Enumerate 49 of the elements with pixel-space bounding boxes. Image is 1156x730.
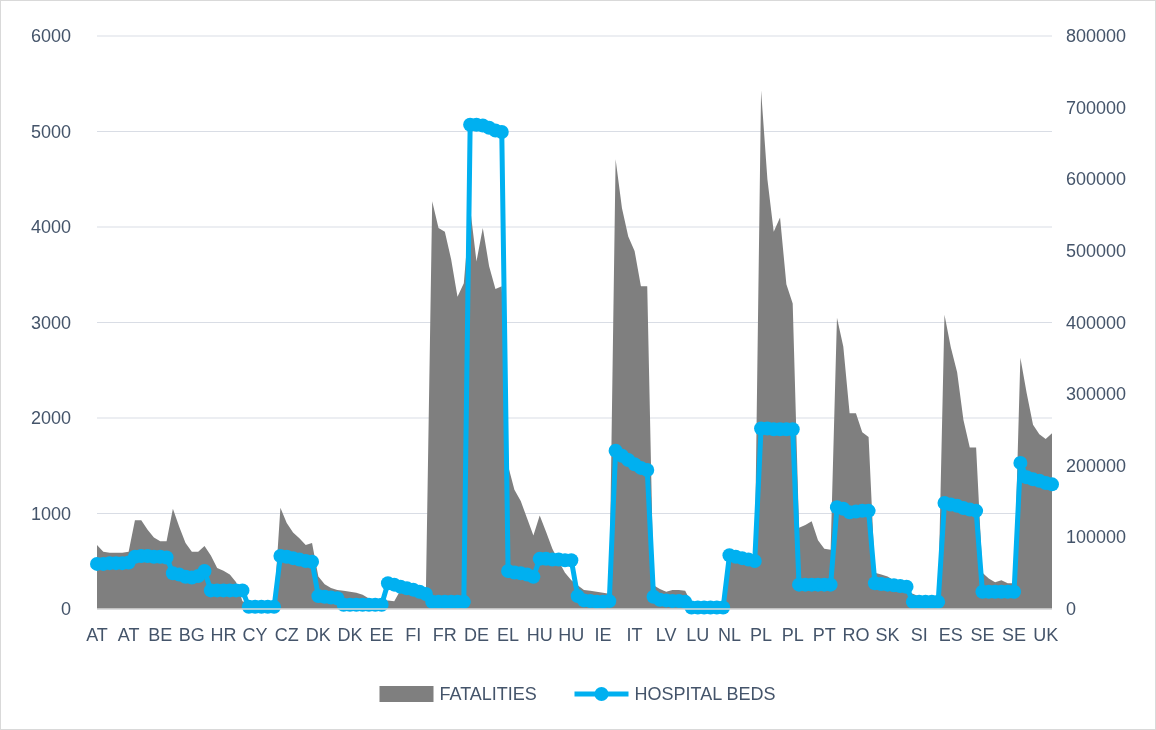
y-tick-label: 4000 bbox=[30, 217, 71, 237]
x-tick-label: IT bbox=[626, 625, 643, 645]
x-tick-label: FI bbox=[405, 625, 422, 645]
legend-label: HOSPITAL BEDS bbox=[634, 684, 776, 704]
x-tick-label: ES bbox=[938, 625, 963, 645]
x-tick-label: BE bbox=[148, 625, 173, 645]
y2-tick-label: 300000 bbox=[1066, 384, 1127, 405]
x-tick-label: AT bbox=[117, 625, 140, 645]
x-tick-label: LV bbox=[655, 625, 677, 645]
x-tick-label: CZ bbox=[274, 625, 299, 645]
y-tick-label: 2000 bbox=[30, 408, 71, 428]
x-tick-label: BG bbox=[178, 625, 205, 645]
y2-tick-label: 600000 bbox=[1066, 169, 1127, 190]
x-tick-label: SK bbox=[875, 625, 900, 645]
x-tick-label: FR bbox=[432, 625, 457, 645]
x-tick-label: CY bbox=[242, 625, 268, 645]
y-tick-label: 1000 bbox=[30, 503, 71, 524]
x-tick-label: EE bbox=[369, 625, 394, 645]
x-tick-label: IE bbox=[594, 625, 612, 645]
x-tick-label: SE bbox=[1002, 625, 1027, 645]
x-tick-label: HR bbox=[210, 625, 237, 645]
x-tick-label: EL bbox=[497, 625, 520, 645]
y2-tick-label: 200000 bbox=[1066, 455, 1127, 476]
y2-tick-label: 0 bbox=[1066, 599, 1077, 619]
x-tick-label: PL bbox=[781, 625, 804, 645]
y-tick-label: 0 bbox=[60, 599, 71, 619]
x-tick-label: DK bbox=[337, 625, 363, 645]
x-tick-label: NL bbox=[717, 625, 741, 645]
y2-tick-label: 500000 bbox=[1066, 240, 1127, 261]
x-tick-label: PT bbox=[812, 625, 836, 645]
y-tick-label: 3000 bbox=[30, 312, 71, 333]
y2-tick-label: 800000 bbox=[1066, 26, 1127, 46]
legend-label: FATALITIES bbox=[439, 684, 537, 704]
x-tick-label: SI bbox=[910, 625, 928, 645]
x-tick-label: HU bbox=[526, 625, 553, 645]
x-tick-label: HU bbox=[558, 625, 585, 645]
x-tick-label: SE bbox=[970, 625, 995, 645]
y-tick-label: 6000 bbox=[30, 26, 71, 46]
x-tick-label: DK bbox=[305, 625, 331, 645]
y2-tick-label: 400000 bbox=[1066, 312, 1127, 333]
x-tick-label: PL bbox=[750, 625, 773, 645]
x-tick-label: UK bbox=[1033, 625, 1059, 645]
x-tick-label: AT bbox=[86, 625, 108, 645]
y2-tick-label: 100000 bbox=[1066, 527, 1127, 548]
y2-tick-label: 700000 bbox=[1066, 97, 1127, 118]
y-tick-label: 5000 bbox=[30, 121, 71, 142]
x-tick-label: LU bbox=[686, 625, 710, 645]
x-tick-label: DE bbox=[463, 625, 489, 645]
x-tick-label: RO bbox=[842, 625, 870, 645]
